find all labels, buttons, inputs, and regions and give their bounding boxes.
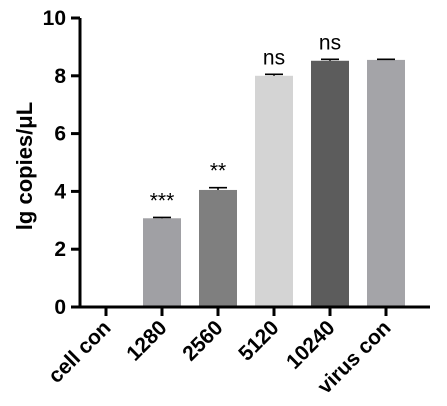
y-tick-label: 0 [54, 296, 66, 319]
x-tick-label: 1280 [122, 316, 171, 365]
significance-label: ns [319, 31, 341, 54]
bar [311, 60, 349, 307]
y-tick-label: 6 [54, 123, 66, 146]
significance-label: *** [150, 189, 175, 212]
x-tick-label: 2560 [178, 316, 227, 365]
bar [367, 59, 405, 307]
x-tick-label: cell con [44, 316, 116, 388]
y-axis-ticks: 0 2 4 6 8 10 [43, 7, 80, 319]
y-tick-label: 4 [54, 180, 66, 203]
significance-label: ** [210, 160, 226, 183]
y-tick-label: 10 [43, 7, 66, 30]
y-axis-label: lg copies/μL [12, 102, 37, 230]
significance-label: ns [263, 46, 285, 69]
bar [199, 189, 237, 307]
x-tick-label: 5120 [234, 316, 283, 365]
y-tick-label: 8 [54, 65, 66, 88]
y-tick-label: 2 [54, 238, 66, 261]
bar [255, 75, 293, 307]
bar [143, 218, 181, 307]
